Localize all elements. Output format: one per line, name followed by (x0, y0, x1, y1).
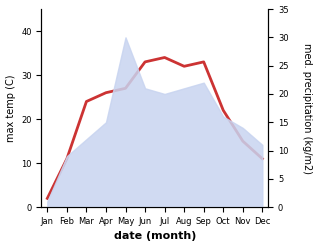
X-axis label: date (month): date (month) (114, 231, 196, 242)
Y-axis label: med. precipitation (kg/m2): med. precipitation (kg/m2) (302, 43, 313, 174)
Y-axis label: max temp (C): max temp (C) (5, 74, 16, 142)
